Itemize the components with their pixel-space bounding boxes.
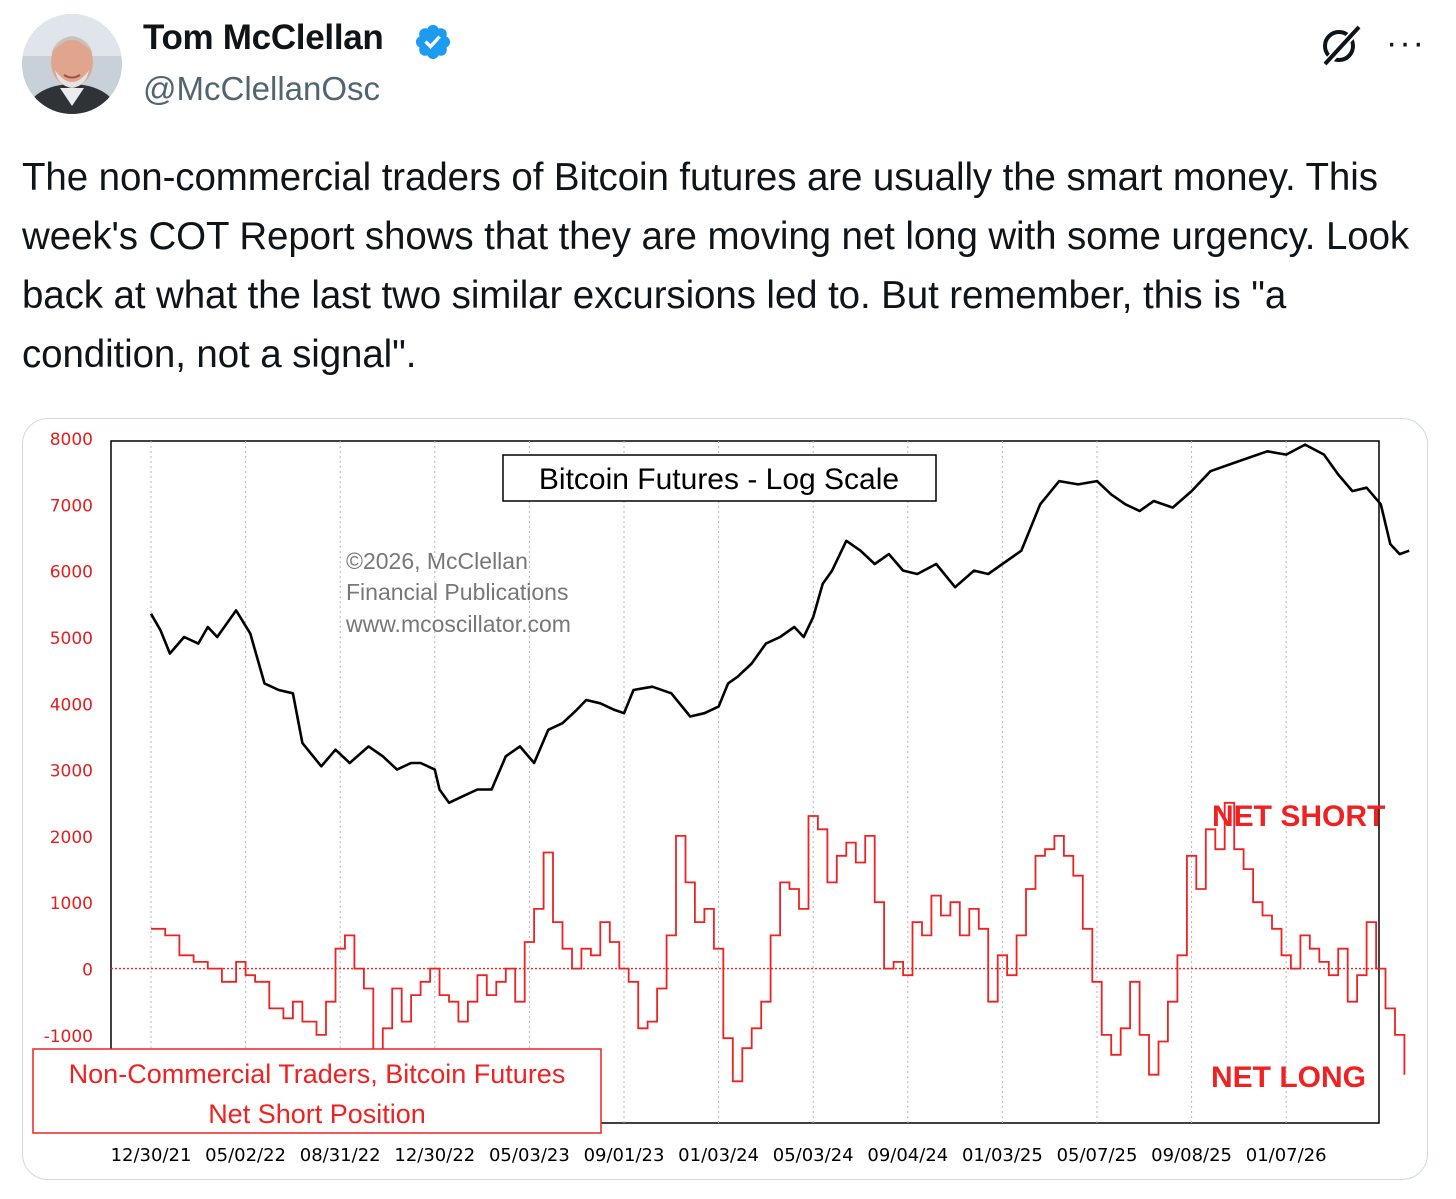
legend-box: Non-Commercial Traders, Bitcoin Futures … bbox=[32, 1048, 602, 1134]
y-tick-label: 7000 bbox=[50, 496, 93, 516]
net-short-position-line bbox=[151, 801, 1406, 1083]
watermark-line-3: www.mcoscillator.com bbox=[345, 611, 571, 637]
x-tick-label: 09/04/24 bbox=[867, 1145, 948, 1166]
author-handle[interactable]: @McClellanOsc bbox=[143, 70, 381, 107]
x-tick-label: 08/31/22 bbox=[300, 1145, 381, 1166]
y-tick-label: 3000 bbox=[50, 762, 93, 782]
grok-icon[interactable] bbox=[1318, 22, 1364, 68]
x-tick-label: 05/02/22 bbox=[205, 1145, 286, 1166]
chart-title-box: Bitcoin Futures - Log Scale bbox=[502, 454, 937, 502]
net-long-label: NET LONG bbox=[1211, 1061, 1366, 1094]
y-tick-label: 6000 bbox=[50, 563, 93, 583]
tweet-text: The non-commercial traders of Bitcoin fu… bbox=[22, 156, 1410, 376]
author-avatar[interactable] bbox=[22, 14, 122, 114]
x-tick-label: 05/03/24 bbox=[773, 1145, 854, 1166]
x-tick-label: 09/01/23 bbox=[584, 1145, 665, 1166]
watermark-line-2: Financial Publications bbox=[346, 579, 568, 605]
y-tick-label: 0 bbox=[82, 961, 93, 981]
net-short-label: NET SHORT bbox=[1212, 800, 1385, 833]
y-tick-label: 8000 bbox=[50, 430, 93, 450]
watermark-line-1: ©2026, McClellan bbox=[346, 548, 528, 574]
y-tick-label: -1000 bbox=[44, 1027, 93, 1047]
x-tick-label: 09/08/25 bbox=[1151, 1145, 1232, 1166]
legend-line-2: Net Short Position bbox=[208, 1099, 426, 1129]
y-tick-label: 5000 bbox=[50, 629, 93, 649]
author-name[interactable]: Tom McClellan bbox=[143, 18, 384, 57]
legend-line-1: Non-Commercial Traders, Bitcoin Futures bbox=[69, 1059, 566, 1089]
plot-frame bbox=[110, 440, 1380, 1124]
x-tick-label: 01/03/25 bbox=[962, 1145, 1043, 1166]
verified-badge-icon bbox=[415, 24, 451, 60]
y-tick-label: 4000 bbox=[50, 695, 93, 715]
more-options-icon[interactable]: ··· bbox=[1386, 24, 1426, 62]
y-tick-label: 2000 bbox=[50, 828, 93, 848]
x-tick-label: 01/03/24 bbox=[678, 1145, 759, 1166]
x-tick-label: 05/03/23 bbox=[489, 1145, 570, 1166]
x-tick-label: 12/30/22 bbox=[394, 1145, 475, 1166]
bitcoin-price-line bbox=[149, 443, 1410, 805]
x-tick-label: 01/07/26 bbox=[1246, 1145, 1327, 1166]
x-tick-label: 05/07/25 bbox=[1057, 1145, 1138, 1166]
chart-canvas: 8000 7000 6000 5000 4000 3000 2000 1000 0 -1000 1… bbox=[32, 430, 1410, 1166]
y-tick-label: 1000 bbox=[50, 894, 93, 914]
x-tick-label: 12/30/21 bbox=[111, 1145, 192, 1166]
chart-title: Bitcoin Futures - Log Scale bbox=[539, 463, 899, 496]
watermark: ©2026, McClellan Financial Publications … bbox=[345, 548, 571, 637]
chart-image[interactable]: 8000 7000 6000 5000 4000 3000 2000 1000 0 -1000 1… bbox=[22, 418, 1428, 1180]
